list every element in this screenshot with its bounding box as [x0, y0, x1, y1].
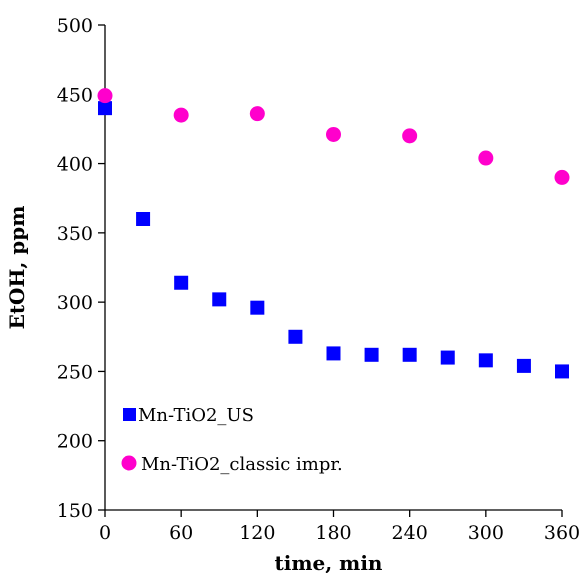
data-point-circle [97, 88, 113, 104]
data-point-square [174, 275, 189, 290]
series-layer [97, 88, 570, 379]
y-ticks: 150 200 250 300 350 400 450 500 [57, 15, 105, 522]
x-tick-label: 60 [169, 522, 193, 544]
y-tick-label: 200 [57, 431, 93, 453]
y-tick-label: 300 [57, 292, 93, 314]
data-point-square [478, 353, 493, 368]
data-point-square [402, 347, 417, 362]
data-point-square [440, 350, 455, 365]
data-point-square [250, 300, 265, 315]
data-point-circle [402, 128, 418, 144]
data-point-square [555, 364, 569, 379]
data-point-square [136, 212, 151, 226]
x-tick-label: 240 [392, 522, 428, 544]
y-tick-label: 500 [57, 15, 93, 37]
data-point-square [364, 347, 379, 362]
x-axis-title: time, min [275, 551, 383, 573]
axes: 150 200 250 300 350 400 450 500 0 60 120 180 240 300… [57, 15, 580, 544]
data-point-square [516, 358, 531, 373]
data-point-circle [326, 126, 341, 142]
data-point-square [326, 346, 341, 361]
data-point-square [98, 101, 112, 116]
legend-label-classic: Mn-TiO2_classic impr. [141, 454, 343, 475]
data-point-circle [249, 106, 265, 122]
x-ticks: 0 60 120 180 240 300 360 [99, 510, 580, 544]
data-point-circle [554, 169, 570, 185]
data-point-circle [173, 107, 189, 123]
y-tick-label: 450 [57, 84, 93, 106]
x-tick-label: 0 [99, 522, 111, 544]
legend-marker-circle [121, 455, 137, 471]
x-tick-label: 300 [468, 522, 504, 544]
y-tick-label: 400 [57, 154, 93, 176]
y-axis-title: EtOH, ppm [5, 206, 29, 330]
data-point-square [288, 329, 303, 344]
y-tick-label: 250 [57, 361, 93, 383]
x-tick-label: 360 [544, 522, 580, 544]
legend-item-us: Mn-TiO2_US [123, 405, 254, 426]
x-tick-label: 120 [239, 522, 275, 544]
legend: Mn-TiO2_US Mn-TiO2_classic impr. [121, 405, 343, 475]
x-tick-label: 180 [315, 522, 351, 544]
y-tick-label: 150 [57, 500, 93, 522]
y-tick-label: 350 [57, 223, 93, 245]
legend-marker-square [123, 408, 136, 421]
data-point-square [212, 292, 227, 307]
legend-item-classic: Mn-TiO2_classic impr. [121, 454, 343, 475]
legend-label-us: Mn-TiO2_US [138, 405, 254, 426]
data-point-circle [478, 150, 494, 166]
